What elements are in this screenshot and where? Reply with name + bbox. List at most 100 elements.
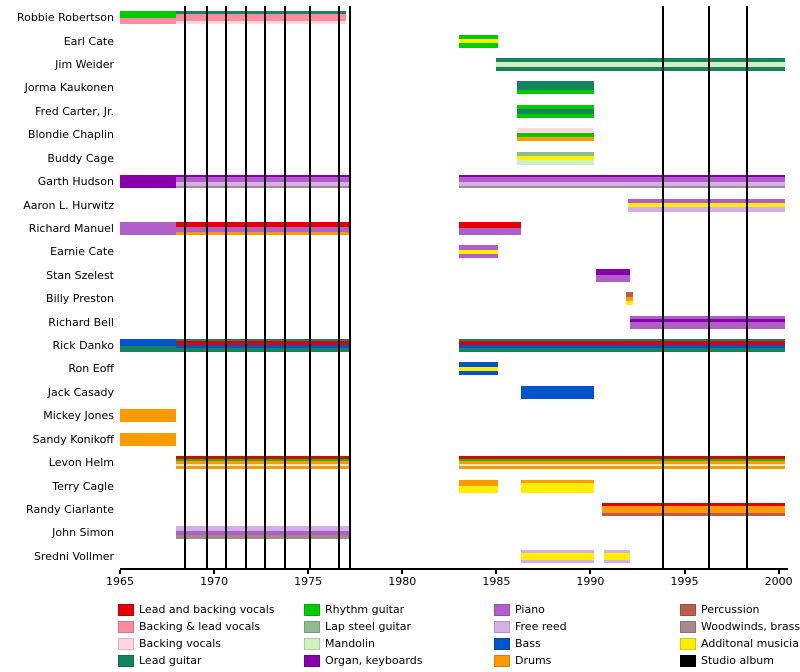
role-stripe-lead_guitar — [458, 348, 786, 353]
role-stripe-bass — [458, 344, 786, 349]
timeline-segment — [496, 58, 786, 72]
role-stripe-additional_musician — [520, 553, 595, 560]
role-stripe-backing_vocals — [176, 20, 346, 25]
legend-item-backing_and_lead_vocals: Backing & lead vocals — [118, 620, 304, 633]
legend-swatch-backing_vocals — [118, 637, 134, 650]
legend-label: Bass — [515, 637, 541, 650]
timeline-segment — [176, 526, 350, 540]
legend-swatch-additional_musician — [680, 637, 696, 650]
legend-swatch-mandolin — [304, 637, 320, 650]
studio-album-marker — [283, 6, 286, 568]
axis-tick — [401, 570, 404, 574]
role-stripe-drums — [176, 461, 350, 465]
studio-album-marker — [338, 6, 341, 568]
axis-tick-label: 1970 — [200, 575, 229, 588]
axis-tick — [213, 570, 216, 574]
role-stripe-rhythm_guitar — [517, 90, 595, 95]
legend-label: Woodwinds, brass — [701, 620, 800, 633]
role-stripe-drums — [120, 409, 177, 423]
role-stripe-bass — [458, 371, 499, 376]
role-stripe-rhythm_guitar — [176, 459, 350, 461]
legend-swatch-free_reed — [494, 620, 510, 633]
member-label: Randy Ciarlante — [26, 502, 114, 516]
role-stripe-piano — [629, 322, 786, 329]
role-stripe-free_reed — [176, 181, 350, 186]
legend-item-organ_keyboards: Organ, keyboards — [304, 654, 494, 667]
legend-swatch-organ_keyboards — [304, 654, 320, 667]
legend-label: Studio album — [701, 654, 774, 667]
role-stripe-organ_keyboards — [596, 268, 630, 276]
timeline-segment — [120, 339, 177, 353]
role-stripe-rhythm_guitar — [458, 459, 786, 461]
role-stripe-piano — [458, 245, 499, 250]
timeline-segment — [626, 292, 633, 306]
studio-album-marker — [745, 6, 748, 568]
timeline-segment — [517, 151, 595, 165]
role-stripe-bass — [458, 362, 499, 367]
legend-item-woodwinds_brass: Woodwinds, brass — [680, 620, 800, 633]
member-label: Jim Weider — [55, 58, 114, 72]
role-stripe-piano — [120, 221, 177, 235]
role-stripe-percussion — [626, 292, 633, 297]
axis-tick-label: 1985 — [482, 575, 511, 588]
timeline-segment — [458, 362, 499, 376]
legend-swatch-piano — [494, 603, 510, 616]
member-label: Mickey Jones — [43, 409, 114, 423]
role-stripe-mandolin — [517, 160, 595, 165]
timeline-segment — [517, 104, 595, 118]
role-stripe-bass — [176, 344, 350, 349]
timeline-segment — [176, 221, 350, 235]
role-stripe-lead_guitar — [176, 11, 346, 15]
role-stripe-additional_musician — [626, 300, 633, 306]
timeline-segment — [596, 268, 630, 282]
legend-swatch-rhythm_guitar — [304, 603, 320, 616]
legend-item-piano: Piano — [494, 603, 680, 616]
legend-item-rhythm_guitar: Rhythm guitar — [304, 603, 494, 616]
timeline-segment — [176, 175, 350, 189]
role-stripe-lead_and_backing_vocals — [601, 502, 786, 507]
role-stripe-lead_and_backing_vocals — [176, 456, 350, 460]
role-stripe-woodwinds_brass — [458, 185, 786, 189]
role-stripe-bass — [120, 339, 177, 346]
role-stripe-bass — [520, 385, 595, 399]
role-stripe-additional_musician — [628, 202, 786, 208]
legend-item-bass: Bass — [494, 637, 680, 650]
role-stripe-lead_guitar — [176, 348, 350, 353]
role-stripe-piano — [596, 275, 630, 282]
member-label: Sandy Konikoff — [32, 432, 114, 446]
member-label: Rick Danko — [52, 339, 114, 353]
timeline-segment — [458, 479, 499, 493]
legend-label: Free reed — [515, 620, 567, 633]
timeline-segment — [458, 175, 786, 189]
role-stripe-lead_guitar — [517, 109, 595, 114]
role-stripe-lead_guitar — [517, 81, 595, 91]
role-stripe-lead_guitar — [120, 345, 177, 353]
timeline-segment — [517, 128, 595, 142]
legend-label: Backing vocals — [139, 637, 222, 650]
role-stripe-organ_keyboards — [458, 175, 786, 178]
axis-tick-label: 2000 — [764, 575, 793, 588]
role-stripe-backing_and_lead_vocals — [120, 17, 177, 25]
legend-swatch-drums — [494, 654, 510, 667]
role-stripe-drums — [626, 296, 633, 301]
studio-album-marker — [707, 6, 710, 568]
timeline-segment — [517, 81, 595, 95]
role-stripe-piano — [458, 228, 521, 235]
role-stripe-lead_guitar — [496, 66, 786, 72]
axis-tick — [777, 570, 780, 574]
role-stripe-organ_keyboards — [629, 318, 786, 323]
role-stripe-backing_and_lead_vocals — [176, 14, 346, 21]
legend-item-additional_musician: Additonal musician — [680, 637, 800, 650]
role-stripe-rhythm_guitar — [517, 132, 595, 137]
role-stripe-woodwinds_brass — [176, 535, 350, 540]
legend-label: Percussion — [701, 603, 760, 616]
timeline-segment — [120, 175, 177, 189]
timeline-segment — [120, 432, 177, 446]
role-stripe-piano — [458, 254, 499, 259]
axis-tick-label: 1975 — [294, 575, 323, 588]
role-stripe-lead_and_backing_vocals — [458, 340, 786, 345]
timeline-segment — [629, 315, 786, 329]
role-stripe-organ_keyboards — [176, 175, 350, 178]
role-stripe-rhythm_guitar — [458, 43, 499, 48]
